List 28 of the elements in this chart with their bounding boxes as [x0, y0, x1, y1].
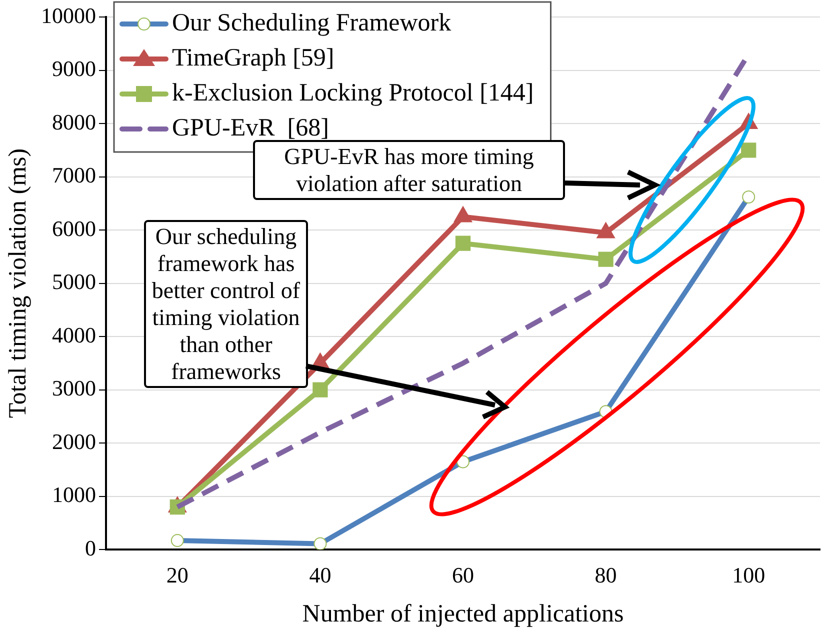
x-tick-label: 20 — [166, 562, 188, 588]
y-tick-label: 3000 — [52, 376, 96, 401]
legend-label: GPU-EvR [68] — [172, 114, 329, 142]
x-tick-label: 60 — [452, 562, 474, 588]
y-tick-label: 8000 — [52, 109, 96, 134]
y-tick-label: 10000 — [41, 2, 96, 28]
y-tick-label: 2000 — [52, 428, 96, 454]
point — [312, 382, 328, 398]
x-tick-label: 40 — [309, 562, 332, 588]
legend-label: k-Exclusion Locking Protocol [144] — [172, 80, 534, 107]
legend-label: TimeGraph [59] — [172, 44, 334, 72]
annotation: Our scheduling framework has better control of timing violation than other frameworks — [144, 220, 308, 388]
x-tick-label: 100 — [732, 562, 766, 588]
annotation: GPU-EvR has more timing violation after saturation — [253, 140, 565, 200]
x-tick-label: 80 — [594, 562, 617, 588]
y-tick-label: 7000 — [52, 162, 96, 188]
point — [455, 236, 471, 251]
y-tick-label: 0 — [85, 535, 96, 560]
legend-label: Our Scheduling Framework — [172, 10, 452, 37]
x-axis-title: Number of injected applications — [302, 600, 624, 628]
y-tick-label: 5000 — [52, 269, 96, 294]
point — [741, 142, 756, 158]
y-axis-title: Total timing violation (ms) — [4, 148, 32, 418]
y-tick-label: 6000 — [52, 216, 96, 241]
y-tick-label: 4000 — [52, 322, 96, 348]
y-tick-label: 1000 — [52, 482, 96, 508]
point — [598, 252, 614, 267]
y-tick-label: 9000 — [52, 56, 96, 82]
